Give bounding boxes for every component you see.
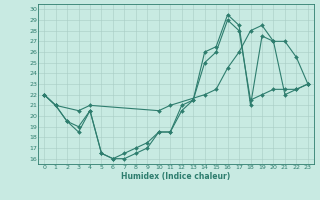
- X-axis label: Humidex (Indice chaleur): Humidex (Indice chaleur): [121, 172, 231, 181]
